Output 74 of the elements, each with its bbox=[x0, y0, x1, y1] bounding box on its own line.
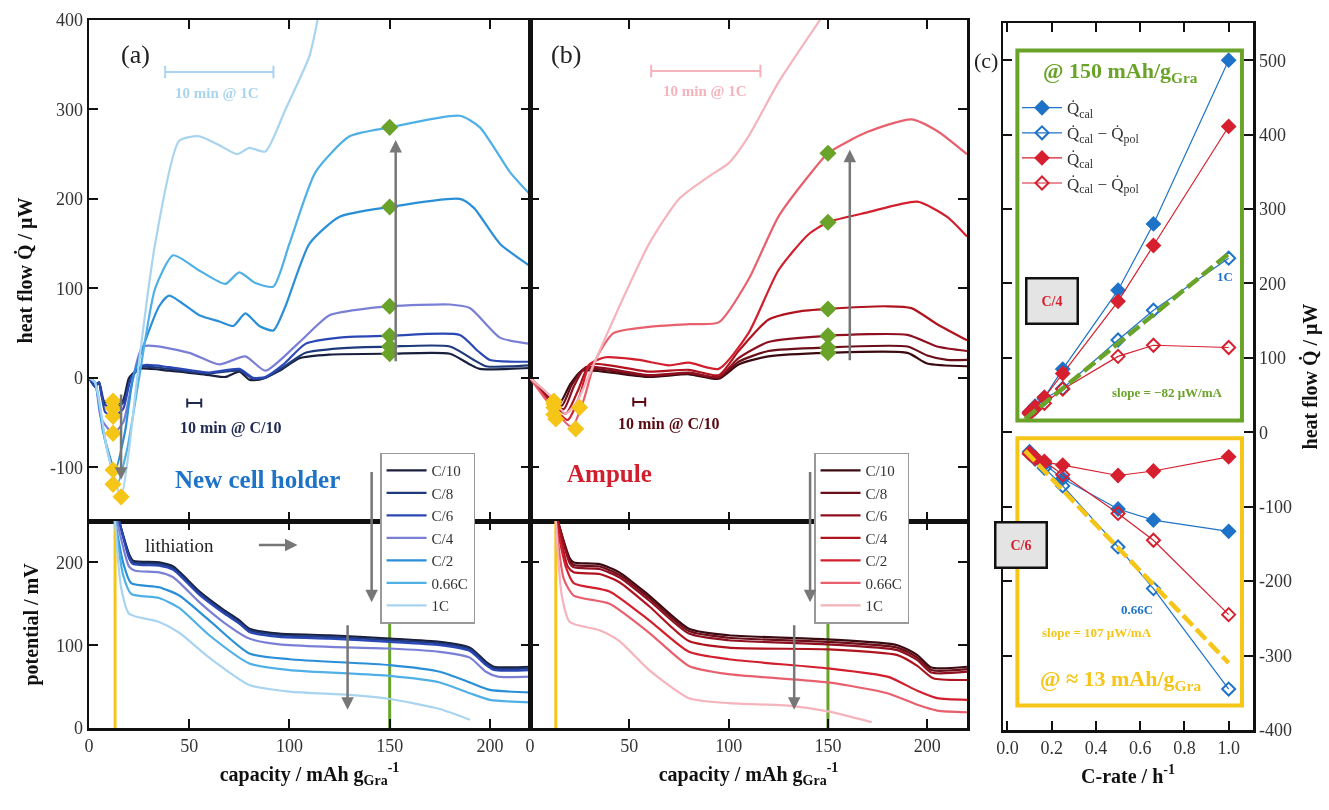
annotation: slope = −82 μW/mA bbox=[1112, 385, 1223, 400]
y2-tick-label: 300 bbox=[1259, 199, 1287, 220]
legend-label: 0.66C bbox=[865, 575, 902, 592]
annotation: New cell holder bbox=[175, 466, 341, 493]
y2-tick-label: -200 bbox=[1259, 571, 1293, 592]
y2-tick-label: -400 bbox=[1259, 720, 1293, 741]
y2-tick-label: -300 bbox=[1259, 645, 1293, 666]
annotation: C/6 bbox=[1010, 537, 1032, 553]
annotation: (a) bbox=[121, 40, 150, 69]
annotation: lithiation bbox=[145, 535, 215, 556]
y-tick-label: -100 bbox=[49, 457, 83, 478]
y2-tick-label: 500 bbox=[1259, 50, 1287, 71]
annotation: 0.66C bbox=[1121, 602, 1154, 617]
x-tick-label: 0.6 bbox=[1128, 738, 1152, 759]
legend-label: 1C bbox=[865, 598, 884, 615]
y-tick-label: 0 bbox=[73, 718, 83, 739]
y-tick-label: 200 bbox=[55, 552, 83, 573]
x-tick-label: 0.2 bbox=[1040, 738, 1063, 759]
annotation: @ ≈ 13 mAh/g$_{Gra}$ bbox=[1040, 666, 1202, 694]
x-tick-label: 150 bbox=[376, 736, 404, 757]
legend-label: Q̇$_{cal}$ bbox=[1067, 149, 1094, 172]
annotation: 1C bbox=[1217, 269, 1233, 284]
y-tick-label: 100 bbox=[55, 278, 83, 299]
annotation: 10 min @ C/10 bbox=[180, 419, 282, 437]
x-tick-label: 0.8 bbox=[1173, 738, 1196, 759]
y2-tick-label: 400 bbox=[1259, 124, 1287, 145]
legend-label: C/6 bbox=[431, 508, 454, 525]
legend-label: C/4 bbox=[865, 530, 888, 547]
y-tick-label: 200 bbox=[55, 189, 83, 210]
annotation: 10 min @ 1C bbox=[175, 85, 259, 101]
annotation: (b) bbox=[551, 40, 582, 69]
x-tick-label: 200 bbox=[913, 736, 941, 757]
x-tick-label: 0.4 bbox=[1084, 738, 1108, 759]
legend-label: C/2 bbox=[865, 553, 888, 570]
y-tick-label: 100 bbox=[55, 635, 83, 656]
annotation: Ampule bbox=[567, 460, 652, 487]
y-tick-label: 400 bbox=[55, 10, 83, 31]
legend-label: C/4 bbox=[431, 530, 454, 547]
legend-label: C/2 bbox=[431, 553, 454, 570]
legend-label: C/10 bbox=[865, 463, 895, 480]
y-axis-title: potential / mV bbox=[20, 562, 44, 686]
y2-axis-title: heat flow Q̇ / μW bbox=[1297, 303, 1322, 450]
x-tick-label: 50 bbox=[180, 736, 199, 757]
legend-label: 1C bbox=[431, 598, 450, 615]
x-tick-label: 100 bbox=[275, 736, 303, 757]
y2-tick-label: 0 bbox=[1259, 422, 1269, 443]
annotation: 10 min @ 1C bbox=[663, 83, 747, 99]
text: (c) bbox=[974, 48, 999, 73]
legend-label: Q̇$_{cal}$ bbox=[1067, 99, 1094, 121]
x-tick-label: 0 bbox=[525, 736, 535, 757]
annotation: 10 min @ C/10 bbox=[618, 415, 720, 433]
annotation: C/4 bbox=[1041, 293, 1063, 309]
legend-label: C/8 bbox=[431, 485, 454, 502]
x-axis-title: C-rate / h$^{-1}$ bbox=[1081, 762, 1175, 787]
annotation: @ 150 mAh/g$_{Gra}$ bbox=[1043, 58, 1198, 86]
legend-label: Q̇$_{cal}$ − Q̇$_{pol}$ bbox=[1067, 174, 1140, 197]
legend-label: Q̇$_{cal}$ − Q̇$_{pol}$ bbox=[1067, 124, 1140, 147]
y-axis-title: heat flow Q̇ / μW bbox=[12, 197, 38, 344]
x-tick-label: 200 bbox=[476, 736, 504, 757]
legend-label: C/6 bbox=[865, 508, 888, 525]
x-tick-label: 0.0 bbox=[996, 738, 1019, 759]
y2-tick-label: 200 bbox=[1259, 273, 1287, 294]
legend-label: C/10 bbox=[431, 463, 461, 480]
legend-label: C/8 bbox=[865, 485, 888, 502]
annotation: slope = 107 μW/mA bbox=[1042, 625, 1152, 640]
x-tick-label: 100 bbox=[715, 736, 743, 757]
y2-tick-label: -100 bbox=[1259, 497, 1293, 518]
y-tick-label: 0 bbox=[73, 368, 83, 389]
x-tick-label: 150 bbox=[814, 736, 842, 757]
legend-label: 0.66C bbox=[431, 575, 468, 592]
y-tick-label: 300 bbox=[55, 99, 83, 120]
x-tick-label: 1.0 bbox=[1217, 738, 1240, 759]
y2-tick-label: 100 bbox=[1259, 348, 1287, 369]
x-tick-label: 50 bbox=[620, 736, 639, 757]
